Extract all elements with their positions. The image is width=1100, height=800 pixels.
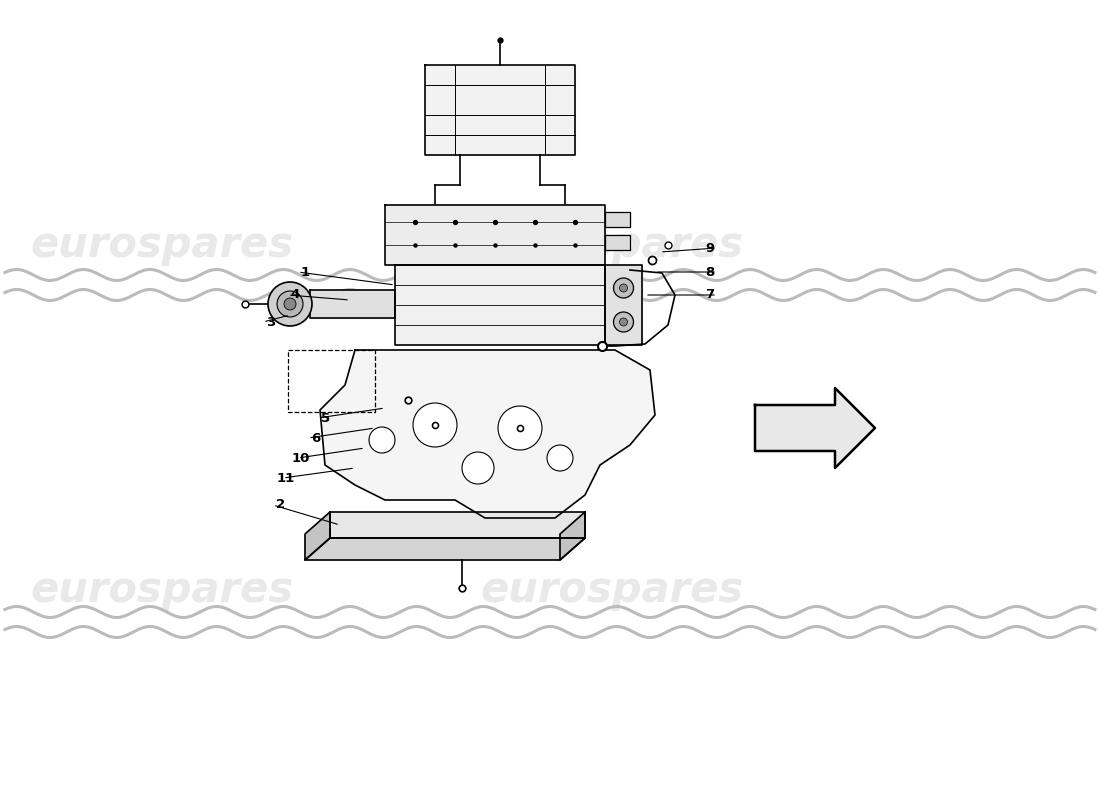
Text: 6: 6 [310,431,320,445]
Circle shape [614,312,634,332]
Text: 4: 4 [290,289,300,302]
Text: 9: 9 [705,242,714,254]
Polygon shape [320,350,654,518]
Circle shape [619,284,627,292]
Text: 3: 3 [266,315,275,329]
Circle shape [368,427,395,453]
Polygon shape [605,212,630,227]
Circle shape [614,278,634,298]
Text: 5: 5 [321,411,330,425]
Polygon shape [385,205,605,265]
Polygon shape [330,512,585,538]
Text: 7: 7 [705,289,714,302]
Text: eurospares: eurospares [480,569,744,611]
Circle shape [619,318,627,326]
Polygon shape [395,265,605,345]
Text: 2: 2 [276,498,285,511]
Polygon shape [425,65,575,155]
Text: 10: 10 [292,451,310,465]
Text: eurospares: eurospares [30,569,293,611]
Text: eurospares: eurospares [480,224,744,266]
Polygon shape [560,512,585,560]
Circle shape [547,445,573,471]
Circle shape [268,282,312,326]
Polygon shape [605,265,642,345]
Circle shape [284,298,296,310]
Circle shape [498,406,542,450]
Circle shape [277,291,302,317]
Polygon shape [310,290,395,318]
Polygon shape [305,538,585,560]
Polygon shape [605,235,630,250]
Circle shape [412,403,456,447]
Text: 11: 11 [277,471,295,485]
Text: 1: 1 [301,266,310,278]
Polygon shape [755,388,874,468]
Polygon shape [305,512,330,560]
Circle shape [462,452,494,484]
Text: 8: 8 [705,266,714,278]
Text: eurospares: eurospares [30,224,293,266]
